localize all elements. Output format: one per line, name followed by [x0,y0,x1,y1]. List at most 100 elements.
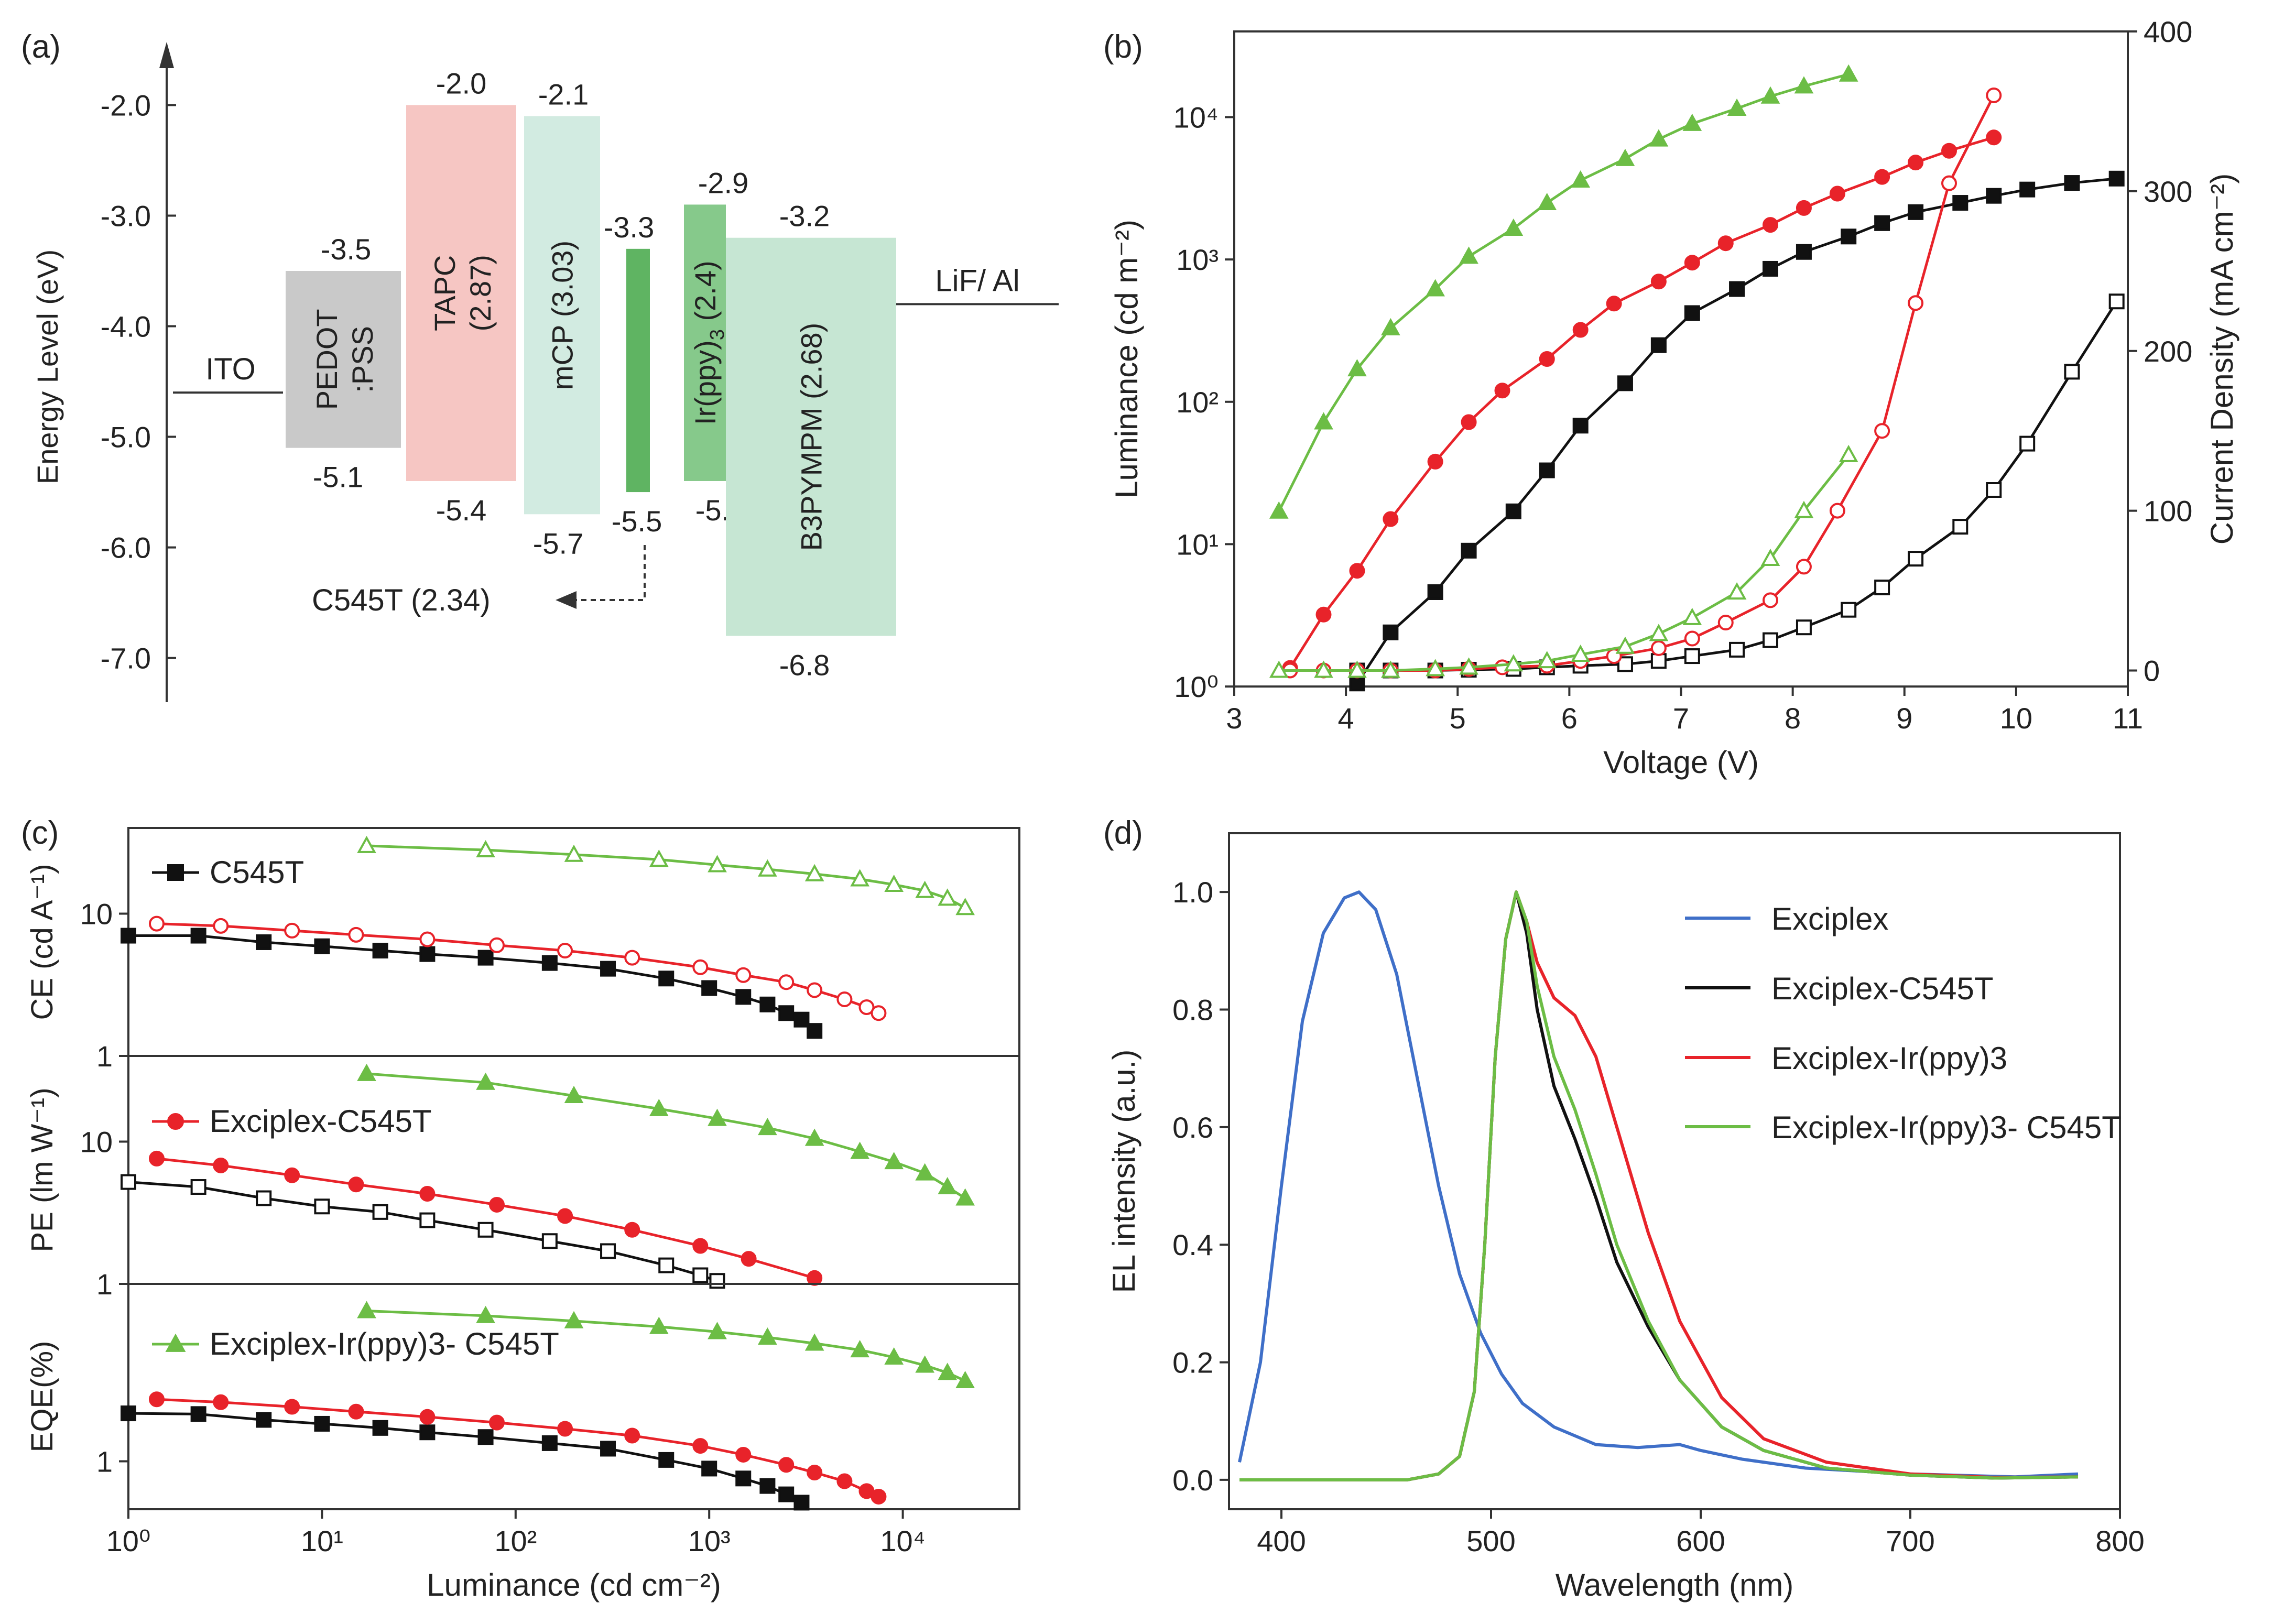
data-point [1684,630,1700,647]
series-2 [357,835,975,915]
data-point [1729,641,1745,658]
data-point [1839,64,1858,82]
data-point [600,961,616,977]
series-5 [1269,444,1858,678]
legend-entry: Exciplex-C545T [152,1104,432,1139]
data-point [2064,364,2080,380]
data-point [1763,217,1778,233]
series-line [128,1412,802,1504]
data-point [541,955,558,971]
data-point [476,1305,495,1323]
data-point [1494,383,1510,399]
data-point [1383,511,1399,527]
legend-marker [165,1333,186,1352]
panel-d-el-spectra-chart: 400 500 600 700 800 0.0 0.2 0.4 0.6 0.8 1.0 Wavelen… [1106,832,2145,1603]
subplot-frame [127,1283,1020,1510]
y-tick-label: 0.4 [1172,1228,1213,1261]
data-point [1684,648,1700,664]
data-point [1908,551,1924,567]
series-0 [121,928,823,1039]
data-point [1952,195,1969,211]
x-tick-label: 10 [2000,702,2032,735]
series-line [366,844,966,909]
data-point [314,938,330,954]
data-point [1426,279,1445,297]
data-point [213,1157,229,1173]
data-point [850,1340,869,1358]
data-point [1315,606,1332,623]
y-tick-label: 10⁰ [1174,670,1219,703]
data-point [1649,129,1669,147]
data-point [858,999,875,1016]
data-point [190,1179,206,1195]
layer-lumo-label: -2.9 [698,166,749,199]
data-point [778,1005,795,1021]
y-tick-label: 10⁴ [1173,101,1219,134]
data-point [1796,619,1812,636]
data-point [884,1347,904,1365]
data-point [1617,375,1633,391]
data-point [213,918,229,934]
data-point [557,1208,573,1224]
data-point [1874,169,1890,185]
data-point [314,1415,330,1432]
data-point [1381,318,1400,335]
layer-lumo-label: -3.3 [604,211,655,244]
data-point [489,1414,505,1431]
energy-tick-label: -4.0 [101,310,151,343]
layer-label-group: TAPC (2.87) [428,255,497,331]
data-point [1459,657,1478,675]
data-point [1684,255,1700,271]
x-tick-label: 10⁴ [880,1524,925,1557]
data-point [1615,636,1635,654]
data-point [735,1446,752,1463]
data-point [1684,305,1700,321]
data-point [1347,359,1367,377]
data-point [850,1141,869,1159]
panel-b-luminance-current-chart: 3 4 5 6 7 8 9 10 11 10⁰ 10¹ 10² 10³ 10⁴ 0 100 200 300 400 V… [1109,15,2239,780]
data-point [836,991,853,1007]
y2-tick-label: 400 [2144,15,2192,48]
y2-tick-label: 100 [2144,495,2192,528]
data-point [807,982,823,998]
data-point [1682,607,1702,625]
layer-name-label: TAPC [428,255,461,331]
y-tick-label: 1.0 [1172,876,1213,909]
data-point [256,1412,272,1428]
series-0 [121,1405,810,1511]
legend-label: Exciplex-Ir(ppy)3- C545T [1771,1110,2121,1145]
panel-c-efficiency-chart: 1 10 CE (cd A⁻¹) 1 10 PE (lm W⁻¹) 1 EQE(%) 10⁰ 10… [25,827,1020,1603]
data-point [624,1427,640,1444]
data-point [357,835,376,853]
data-point [489,937,505,953]
ito-label: ITO [205,352,256,386]
x-tick-label: 3 [1226,702,1242,735]
data-point [1349,563,1365,579]
data-point [955,898,975,915]
data-point [1760,549,1780,566]
data-point [1763,260,1778,277]
data-point [1537,192,1557,211]
layer-name-part: Ir(ppy) [689,340,722,425]
c545t-arrow-head [556,591,577,609]
data-point [1381,660,1400,678]
data-point [2019,181,2036,198]
data-point [2108,170,2125,187]
data-point [284,922,300,939]
data-point [1571,170,1591,188]
data-point [541,1435,558,1451]
y-tick-label: 10¹ [1176,528,1219,561]
data-point [1426,659,1445,677]
series-4 [1269,64,1858,519]
x-axis-title: Voltage (V) [1603,745,1759,780]
legend-label: C545T [210,855,304,890]
data-point [884,1152,904,1170]
layer-box-5 [726,237,896,636]
x-tick-label: 10² [494,1524,537,1557]
legend-entry: Exciplex-Ir(ppy)3 [1685,1041,2007,1076]
energy-tick-label: -6.0 [101,531,151,564]
series-2 [1282,129,2002,676]
y-tick-label: 0.6 [1172,1111,1213,1144]
data-point [476,840,495,858]
data-point [190,1406,206,1422]
